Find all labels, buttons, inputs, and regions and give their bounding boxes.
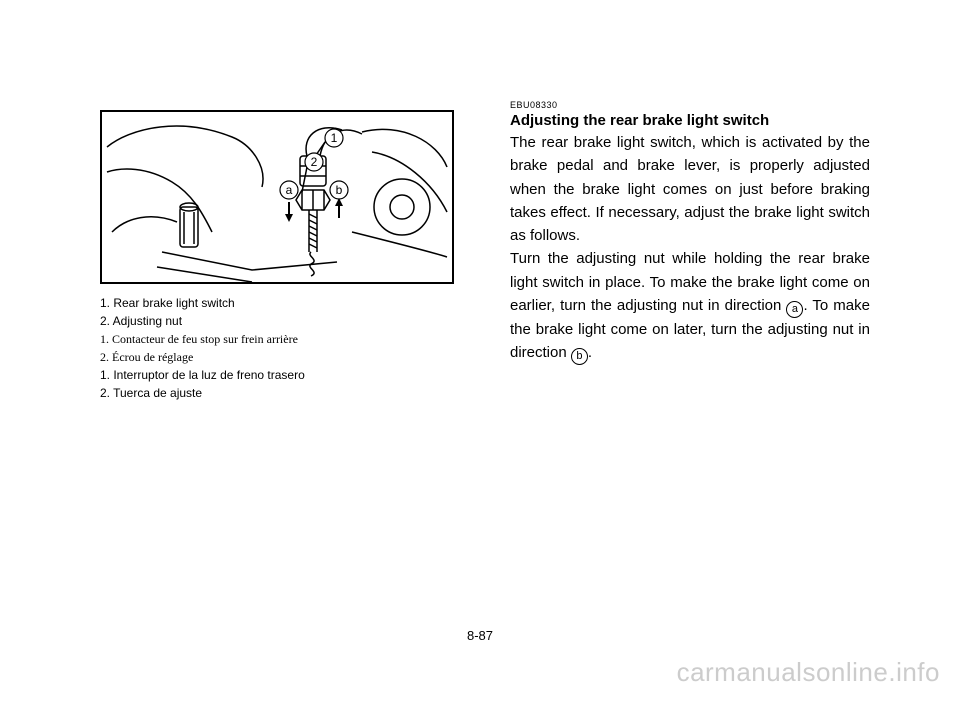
section-heading: Adjusting the rear brake light switch bbox=[510, 112, 870, 129]
legend-es-2: 2. Tuerca de ajuste bbox=[100, 384, 470, 402]
legend-en-1: 1. Rear brake light switch bbox=[100, 294, 470, 312]
figure-diagram: 1 2 a b bbox=[100, 110, 454, 284]
svg-text:b: b bbox=[336, 183, 343, 197]
left-column: 1 2 a b 1. Rear brake light switch 2. Ad… bbox=[100, 110, 470, 402]
para1: The rear brake light switch, which is ac… bbox=[510, 134, 870, 244]
svg-text:a: a bbox=[286, 183, 293, 197]
legend-en-2: 2. Adjusting nut bbox=[100, 312, 470, 330]
circled-a-icon: a bbox=[786, 301, 803, 318]
page: 1 2 a b 1. Rear brake light switch 2. Ad… bbox=[0, 0, 960, 703]
svg-text:1: 1 bbox=[331, 131, 338, 145]
legend-fr-1: 1. Contacteur de feu stop sur frein arri… bbox=[100, 330, 470, 348]
legend-es-1: 1. Interruptor de la luz de freno traser… bbox=[100, 366, 470, 384]
svg-text:2: 2 bbox=[311, 155, 318, 169]
para2c: . bbox=[588, 344, 592, 361]
right-column: EBU08330 Adjusting the rear brake light … bbox=[510, 100, 870, 365]
circled-b-icon: b bbox=[571, 348, 588, 365]
watermark: carmanualsonline.info bbox=[677, 657, 940, 688]
page-number: 8-87 bbox=[0, 628, 960, 643]
brake-switch-diagram: 1 2 a b bbox=[102, 112, 452, 282]
reference-code: EBU08330 bbox=[510, 100, 870, 110]
body-paragraphs: The rear brake light switch, which is ac… bbox=[510, 131, 870, 365]
figure-legend: 1. Rear brake light switch 2. Adjusting … bbox=[100, 294, 470, 402]
legend-fr-2: 2. Écrou de réglage bbox=[100, 348, 470, 366]
